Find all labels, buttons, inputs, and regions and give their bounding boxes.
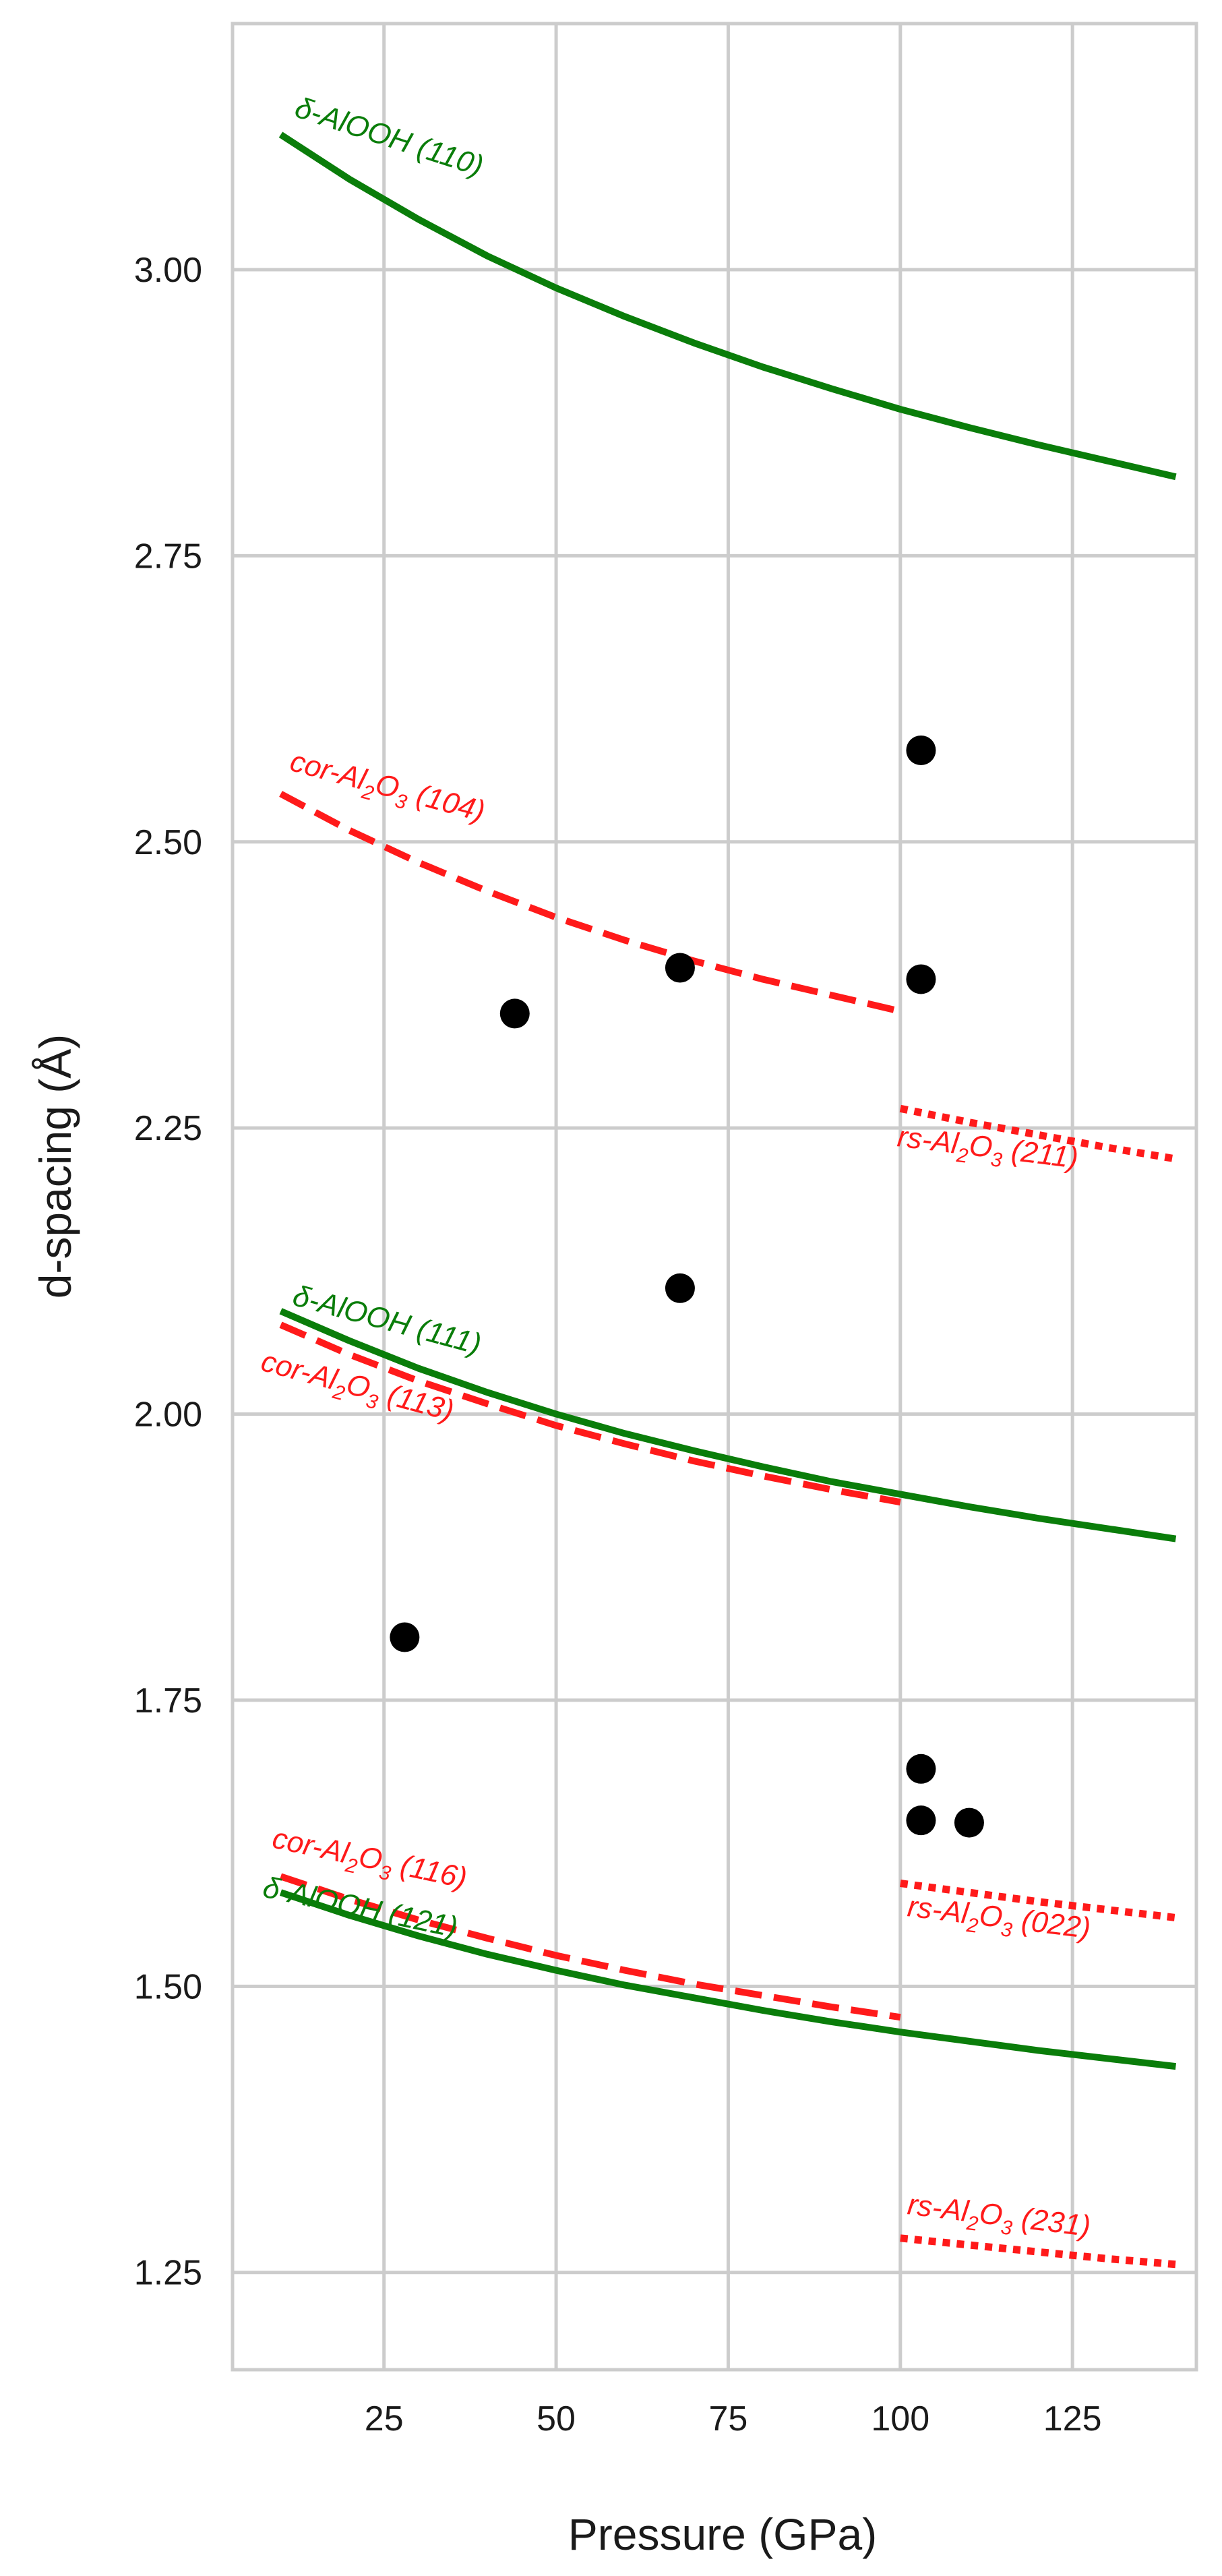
- data-point: [906, 735, 936, 765]
- data-points: [390, 735, 984, 1838]
- x-tick-label: 50: [537, 2399, 576, 2438]
- x-tick-label: 125: [1043, 2399, 1102, 2438]
- y-tick-label: 1.50: [134, 1967, 202, 2006]
- x-tick-label: 100: [871, 2399, 929, 2438]
- y-tick-label: 2.75: [134, 537, 202, 576]
- series-line-alooh-121: [279, 1889, 1176, 2070]
- label-rs-al2o3-211: rs-Al2O3 (211): [895, 1120, 1080, 1180]
- series-line-cor-al2o3-113: [279, 1321, 901, 1506]
- x-axis-label: Pressure (GPa): [568, 2509, 877, 2559]
- data-point: [665, 953, 695, 983]
- grid: [233, 24, 1196, 2370]
- series-line-rs-al2o3-231: [900, 2234, 1176, 2269]
- y-tick-label: 2.00: [134, 1396, 202, 1435]
- data-point: [906, 964, 936, 994]
- label-alooh-111: δ-AlOOH (111): [289, 1279, 485, 1361]
- x-tick-label: 25: [365, 2399, 404, 2438]
- series-line-alooh-110: [278, 131, 1177, 481]
- label-cor-al2o3-104: cor-Al2O3 (104): [285, 744, 489, 834]
- annotations: δ-AlOOH (110)δ-AlOOH (111)δ-AlOOH (121)c…: [257, 91, 1092, 2243]
- label-alooh-110: δ-AlOOH (110): [291, 91, 487, 183]
- data-point: [499, 998, 530, 1029]
- plot-border: [231, 22, 1198, 2372]
- series-lines: [278, 131, 1177, 2269]
- y-tick-label: 1.75: [134, 1681, 202, 1720]
- series-line-rs-al2o3-022: [900, 1880, 1177, 1921]
- data-point: [665, 1273, 695, 1303]
- y-tick-label: 2.25: [134, 1109, 202, 1148]
- y-axis-label: d-spacing (Å): [30, 1034, 80, 1299]
- series-line-cor-al2o3-116: [279, 1873, 901, 2021]
- y-tick-label: 3.00: [134, 251, 202, 290]
- data-point: [906, 1754, 936, 1784]
- data-point: [954, 1807, 984, 1838]
- data-point: [906, 1805, 936, 1836]
- tick-labels: 25 50 75 100 125 1.25 1.50 1.75 2.00 2.25 2.50 2.75…: [134, 251, 1102, 2438]
- y-tick-label: 2.50: [134, 823, 202, 862]
- data-point: [390, 1622, 420, 1652]
- series-line-rs-al2o3-211: [899, 1104, 1177, 1163]
- plot-frame: [231, 22, 1198, 2372]
- series-line-alooh-111: [279, 1308, 1177, 1542]
- series-line-cor-al2o3-104: [279, 791, 901, 1015]
- x-tick-label: 75: [709, 2399, 748, 2438]
- y-tick-label: 1.25: [134, 2254, 202, 2293]
